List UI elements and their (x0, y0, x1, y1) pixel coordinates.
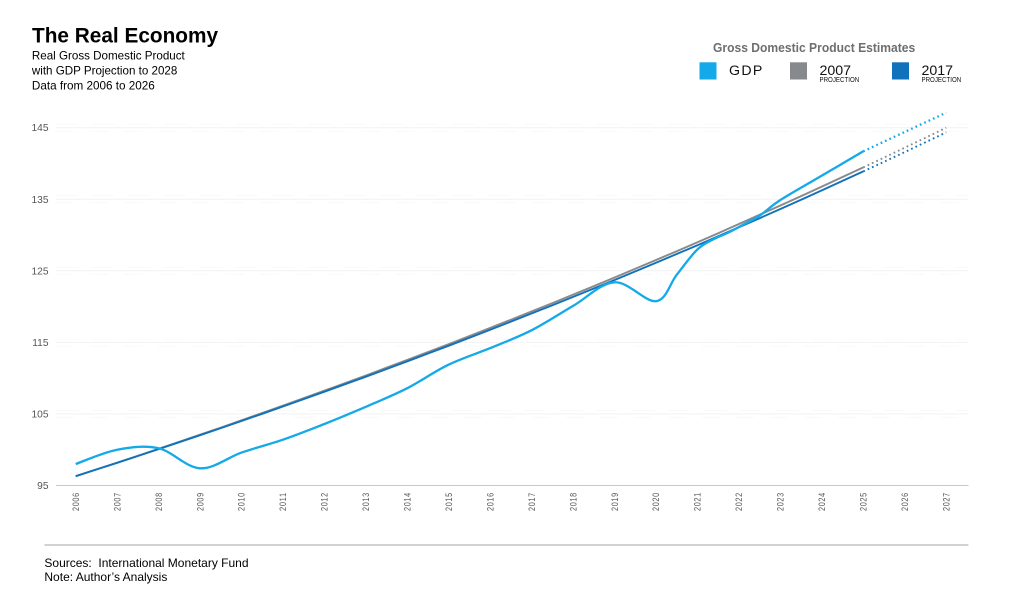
svg-text:2016: 2016 (485, 492, 495, 511)
svg-text:115: 115 (32, 338, 49, 349)
svg-text:2025: 2025 (858, 492, 868, 511)
svg-text:2024: 2024 (817, 492, 827, 511)
svg-text:2008: 2008 (154, 492, 164, 511)
svg-text:2011: 2011 (278, 492, 288, 511)
svg-text:2007: 2007 (820, 63, 852, 79)
svg-text:2027: 2027 (941, 492, 951, 511)
svg-text:2006: 2006 (71, 492, 81, 511)
svg-text:The Real Economy: The Real Economy (32, 24, 218, 47)
svg-text:2022: 2022 (734, 492, 744, 511)
svg-text:2007: 2007 (112, 492, 122, 511)
svg-text:2021: 2021 (693, 492, 703, 511)
svg-text:2019: 2019 (610, 492, 620, 511)
svg-text:Sources: International Moneta: Sources: International Monetary Fund (44, 556, 248, 570)
svg-text:PROJECTION: PROJECTION (820, 75, 860, 84)
svg-text:2017: 2017 (527, 492, 537, 511)
svg-text:2015: 2015 (444, 492, 454, 511)
svg-text:Real Gross Domestic Product: Real Gross Domestic Product (32, 49, 186, 63)
svg-text:2017: 2017 (922, 63, 954, 79)
svg-text:125: 125 (32, 266, 49, 277)
svg-text:2010: 2010 (237, 492, 247, 511)
svg-text:145: 145 (32, 123, 49, 134)
svg-text:PROJECTION: PROJECTION (922, 75, 962, 84)
svg-text:95: 95 (37, 481, 49, 492)
svg-text:2014: 2014 (403, 492, 413, 511)
svg-text:2012: 2012 (320, 492, 330, 511)
svg-text:135: 135 (32, 195, 49, 206)
svg-text:2009: 2009 (195, 492, 205, 511)
svg-text:Gross Domestic Product Estimat: Gross Domestic Product Estimates (713, 40, 915, 55)
svg-text:GDP: GDP (729, 63, 764, 79)
svg-text:2018: 2018 (568, 492, 578, 511)
svg-text:Note: Author’s Analysis: Note: Author’s Analysis (44, 570, 167, 584)
svg-text:with GDP Projection to 2028: with GDP Projection to 2028 (31, 64, 178, 78)
svg-text:105: 105 (32, 409, 49, 420)
svg-text:2020: 2020 (651, 492, 661, 511)
svg-text:2023: 2023 (776, 492, 786, 511)
svg-text:2026: 2026 (900, 492, 910, 511)
svg-text:Data from 2006 to 2026: Data from 2006 to 2026 (32, 78, 155, 92)
svg-text:2013: 2013 (361, 492, 371, 511)
